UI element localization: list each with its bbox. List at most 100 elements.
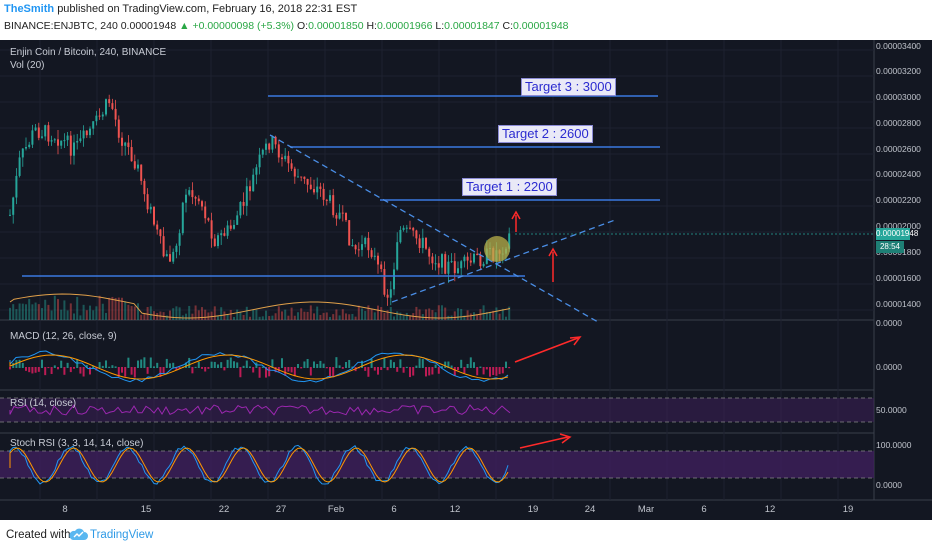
- volume-bar: [156, 313, 159, 320]
- volume-bar: [319, 314, 322, 320]
- volume-bar: [348, 314, 351, 320]
- candle-body: [105, 99, 107, 115]
- tradingview-brand-link[interactable]: TradingView: [90, 529, 154, 541]
- volume-bar: [124, 301, 127, 320]
- last-price: 0.00001948: [120, 20, 177, 32]
- candle-body: [402, 227, 405, 230]
- volume-bar: [105, 312, 107, 320]
- price-tick: 0.0000: [876, 318, 902, 328]
- macd-histogram-bar: [402, 367, 405, 373]
- candle-body: [313, 189, 315, 193]
- candle-body: [341, 212, 344, 214]
- chart-area[interactable]: Enjin Coin / Bitcoin, 240, BINANCE Vol (…: [0, 40, 932, 520]
- candle-body: [290, 163, 293, 169]
- candle-body: [345, 212, 347, 221]
- macd-histogram-bar: [293, 367, 296, 377]
- volume-bar: [306, 311, 309, 320]
- macd-histogram-bar: [380, 367, 383, 371]
- up-arrow-icon: ▲: [179, 20, 190, 32]
- candle-body: [332, 195, 335, 216]
- volume-bar: [249, 316, 251, 320]
- macd-histogram-bar: [396, 367, 399, 372]
- volume-bar: [492, 310, 495, 320]
- volume-bar: [297, 312, 299, 320]
- candle-body: [431, 256, 434, 264]
- candle-body: [393, 269, 395, 290]
- volume-bar: [428, 308, 431, 320]
- candle-body: [284, 155, 287, 160]
- macd-histogram-bar: [31, 367, 34, 374]
- macd-histogram-bar: [60, 360, 63, 368]
- volume-bar: [185, 313, 187, 320]
- volume-bar: [364, 310, 367, 320]
- macd-histogram-bar: [271, 359, 274, 368]
- volume-bar: [12, 304, 15, 320]
- candle-body: [450, 261, 453, 263]
- macd-histogram-bar: [162, 367, 165, 374]
- macd-histogram-bar: [418, 358, 421, 368]
- macd-histogram-bar: [348, 359, 351, 368]
- volume-bar: [351, 313, 354, 320]
- macd-histogram-bar: [210, 361, 213, 368]
- macd-histogram-bar: [284, 367, 287, 376]
- close-value: 0.00001948: [513, 20, 569, 32]
- volume-bar: [66, 310, 69, 320]
- volume-bar: [293, 315, 296, 320]
- candle-body: [220, 233, 223, 236]
- symbol-line: BINANCE:ENJBTC, 240 0.00001948 ▲ +0.0000…: [4, 20, 569, 32]
- macd-histogram-bar: [437, 367, 440, 374]
- volume-bar: [191, 313, 194, 320]
- macd-histogram-bar: [226, 359, 229, 368]
- macd-histogram-bar: [217, 364, 219, 368]
- macd-histogram-bar: [281, 358, 283, 368]
- macd-histogram-bar: [249, 366, 251, 368]
- macd-histogram-bar: [28, 367, 31, 373]
- macd-histogram-bar: [258, 367, 261, 378]
- macd-histogram-bar: [370, 358, 373, 368]
- date-tick: 19: [527, 504, 539, 515]
- macd-histogram-bar: [41, 359, 43, 368]
- macd-histogram-bar: [508, 367, 511, 369]
- candle-body: [130, 147, 133, 162]
- volume-bar: [453, 311, 456, 320]
- volume-bar: [188, 305, 191, 320]
- macd-histogram-bar: [351, 366, 354, 368]
- volume-bar: [130, 306, 133, 320]
- macd-histogram-bar: [15, 360, 18, 368]
- volume-bar: [111, 296, 114, 320]
- volume-bar: [229, 309, 232, 320]
- volume-bar: [316, 306, 319, 320]
- chart-canvas[interactable]: [0, 40, 932, 520]
- candle-body: [108, 99, 111, 104]
- candle-body: [140, 164, 143, 181]
- volume-bar: [287, 315, 290, 320]
- price-tick: 0.00003400: [876, 41, 921, 51]
- candle-body: [229, 225, 232, 229]
- volume-bar: [508, 306, 511, 320]
- volume-bar: [498, 313, 501, 320]
- volume-bar: [489, 311, 491, 320]
- macd-histogram-bar: [175, 367, 178, 371]
- candle-body: [12, 197, 15, 215]
- macd-histogram-bar: [105, 360, 107, 368]
- author-link[interactable]: TheSmith: [4, 3, 55, 15]
- volume-bar: [476, 314, 479, 320]
- candle-body: [444, 254, 447, 274]
- macd-histogram-bar: [290, 367, 293, 373]
- volume-bar: [101, 303, 104, 320]
- volume-bar: [505, 316, 507, 320]
- candle-body: [329, 195, 331, 201]
- price-tick: 0.00003000: [876, 92, 921, 102]
- macd-histogram-bar: [332, 367, 335, 378]
- macd-histogram-bar: [57, 367, 59, 370]
- volume-bar: [175, 306, 178, 320]
- date-tick: 22: [218, 504, 230, 515]
- volume-bar: [143, 313, 146, 320]
- candle-body: [82, 130, 85, 139]
- open-label: O:: [296, 20, 309, 32]
- up-arrow-1-head: [511, 210, 521, 220]
- macd-histogram-bar: [213, 361, 216, 368]
- rsi-label: RSI (14, close): [10, 398, 77, 409]
- macd-histogram-bar: [121, 367, 123, 373]
- macd-histogram-bar: [405, 366, 408, 368]
